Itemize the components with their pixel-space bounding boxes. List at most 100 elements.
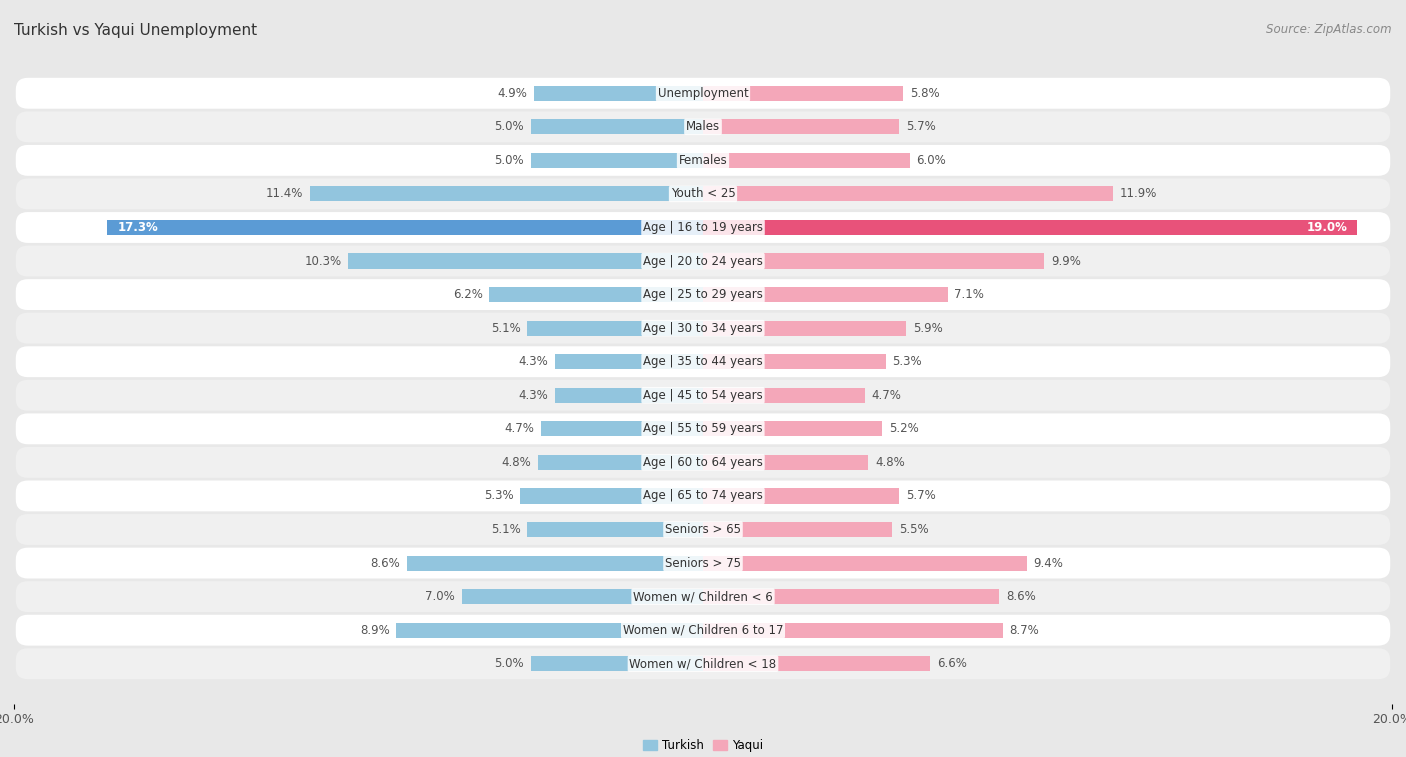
Bar	[703, 556, 1026, 571]
Text: Seniors > 75: Seniors > 75	[665, 556, 741, 569]
Text: Women w/ Children < 6: Women w/ Children < 6	[633, 590, 773, 603]
FancyBboxPatch shape	[15, 313, 1391, 344]
Text: 5.8%: 5.8%	[910, 87, 939, 100]
Bar	[520, 488, 703, 503]
Bar	[703, 86, 903, 101]
Bar	[703, 186, 1114, 201]
Text: Women w/ Children 6 to 17: Women w/ Children 6 to 17	[623, 624, 783, 637]
Text: 5.0%: 5.0%	[495, 154, 524, 167]
Text: 5.0%: 5.0%	[495, 120, 524, 133]
Bar	[703, 488, 900, 503]
Text: 5.5%: 5.5%	[900, 523, 929, 536]
FancyBboxPatch shape	[15, 111, 1391, 142]
Bar	[406, 556, 703, 571]
FancyBboxPatch shape	[15, 179, 1391, 210]
FancyBboxPatch shape	[15, 145, 1391, 176]
Bar	[703, 354, 886, 369]
Text: Women w/ Children < 18: Women w/ Children < 18	[630, 657, 776, 670]
Text: 4.3%: 4.3%	[519, 389, 548, 402]
Text: 5.0%: 5.0%	[495, 657, 524, 670]
Text: Unemployment: Unemployment	[658, 87, 748, 100]
Bar	[541, 422, 703, 436]
Text: 5.7%: 5.7%	[907, 490, 936, 503]
Bar	[703, 455, 869, 470]
Text: Turkish vs Yaqui Unemployment: Turkish vs Yaqui Unemployment	[14, 23, 257, 38]
Text: 5.3%: 5.3%	[484, 490, 513, 503]
Bar	[555, 354, 703, 369]
Text: 5.3%: 5.3%	[893, 355, 922, 368]
Bar	[396, 622, 703, 637]
Bar	[703, 220, 1358, 235]
Text: 4.8%: 4.8%	[501, 456, 531, 469]
FancyBboxPatch shape	[15, 514, 1391, 545]
Bar	[531, 120, 703, 135]
FancyBboxPatch shape	[15, 279, 1391, 310]
FancyBboxPatch shape	[15, 380, 1391, 411]
Bar	[703, 388, 865, 403]
Text: Youth < 25: Youth < 25	[671, 188, 735, 201]
Text: 8.9%: 8.9%	[360, 624, 389, 637]
Text: 4.7%: 4.7%	[872, 389, 901, 402]
Text: 8.6%: 8.6%	[1007, 590, 1036, 603]
FancyBboxPatch shape	[15, 615, 1391, 646]
Bar	[703, 422, 882, 436]
FancyBboxPatch shape	[15, 648, 1391, 679]
Bar	[703, 589, 1000, 604]
Text: 11.4%: 11.4%	[266, 188, 304, 201]
Text: Males: Males	[686, 120, 720, 133]
Bar	[555, 388, 703, 403]
Text: Age | 65 to 74 years: Age | 65 to 74 years	[643, 490, 763, 503]
Text: 7.0%: 7.0%	[425, 590, 456, 603]
Text: 9.9%: 9.9%	[1050, 254, 1081, 267]
Legend: Turkish, Yaqui: Turkish, Yaqui	[638, 734, 768, 757]
Text: Source: ZipAtlas.com: Source: ZipAtlas.com	[1267, 23, 1392, 36]
Text: Age | 20 to 24 years: Age | 20 to 24 years	[643, 254, 763, 267]
Bar	[703, 522, 893, 537]
Text: 4.9%: 4.9%	[498, 87, 527, 100]
Text: Age | 25 to 29 years: Age | 25 to 29 years	[643, 288, 763, 301]
Text: Age | 16 to 19 years: Age | 16 to 19 years	[643, 221, 763, 234]
Bar	[703, 321, 907, 335]
Bar	[349, 254, 703, 269]
FancyBboxPatch shape	[15, 212, 1391, 243]
Bar	[489, 287, 703, 302]
Text: 6.0%: 6.0%	[917, 154, 946, 167]
Text: Seniors > 65: Seniors > 65	[665, 523, 741, 536]
Bar	[537, 455, 703, 470]
Text: 5.1%: 5.1%	[491, 523, 520, 536]
Text: Females: Females	[679, 154, 727, 167]
Text: 19.0%: 19.0%	[1306, 221, 1347, 234]
FancyBboxPatch shape	[15, 547, 1391, 578]
Text: Age | 60 to 64 years: Age | 60 to 64 years	[643, 456, 763, 469]
FancyBboxPatch shape	[15, 413, 1391, 444]
Text: 10.3%: 10.3%	[304, 254, 342, 267]
Text: 5.7%: 5.7%	[907, 120, 936, 133]
FancyBboxPatch shape	[15, 481, 1391, 512]
Bar	[461, 589, 703, 604]
Bar	[534, 86, 703, 101]
Text: Age | 30 to 34 years: Age | 30 to 34 years	[643, 322, 763, 335]
Bar	[531, 153, 703, 168]
Text: Age | 45 to 54 years: Age | 45 to 54 years	[643, 389, 763, 402]
Bar	[311, 186, 703, 201]
Text: 5.9%: 5.9%	[912, 322, 943, 335]
Text: 4.8%: 4.8%	[875, 456, 905, 469]
Text: 11.9%: 11.9%	[1119, 188, 1157, 201]
Text: 8.7%: 8.7%	[1010, 624, 1039, 637]
Bar	[703, 656, 931, 671]
Bar	[703, 254, 1045, 269]
FancyBboxPatch shape	[15, 245, 1391, 276]
Bar	[703, 622, 1002, 637]
Text: Age | 35 to 44 years: Age | 35 to 44 years	[643, 355, 763, 368]
Text: 7.1%: 7.1%	[955, 288, 984, 301]
Text: 9.4%: 9.4%	[1033, 556, 1063, 569]
Text: 5.1%: 5.1%	[491, 322, 520, 335]
Text: 4.7%: 4.7%	[505, 422, 534, 435]
FancyBboxPatch shape	[15, 346, 1391, 377]
FancyBboxPatch shape	[15, 581, 1391, 612]
Bar	[527, 522, 703, 537]
Text: 6.6%: 6.6%	[938, 657, 967, 670]
Text: 8.6%: 8.6%	[370, 556, 399, 569]
Text: Age | 55 to 59 years: Age | 55 to 59 years	[643, 422, 763, 435]
FancyBboxPatch shape	[15, 78, 1391, 109]
